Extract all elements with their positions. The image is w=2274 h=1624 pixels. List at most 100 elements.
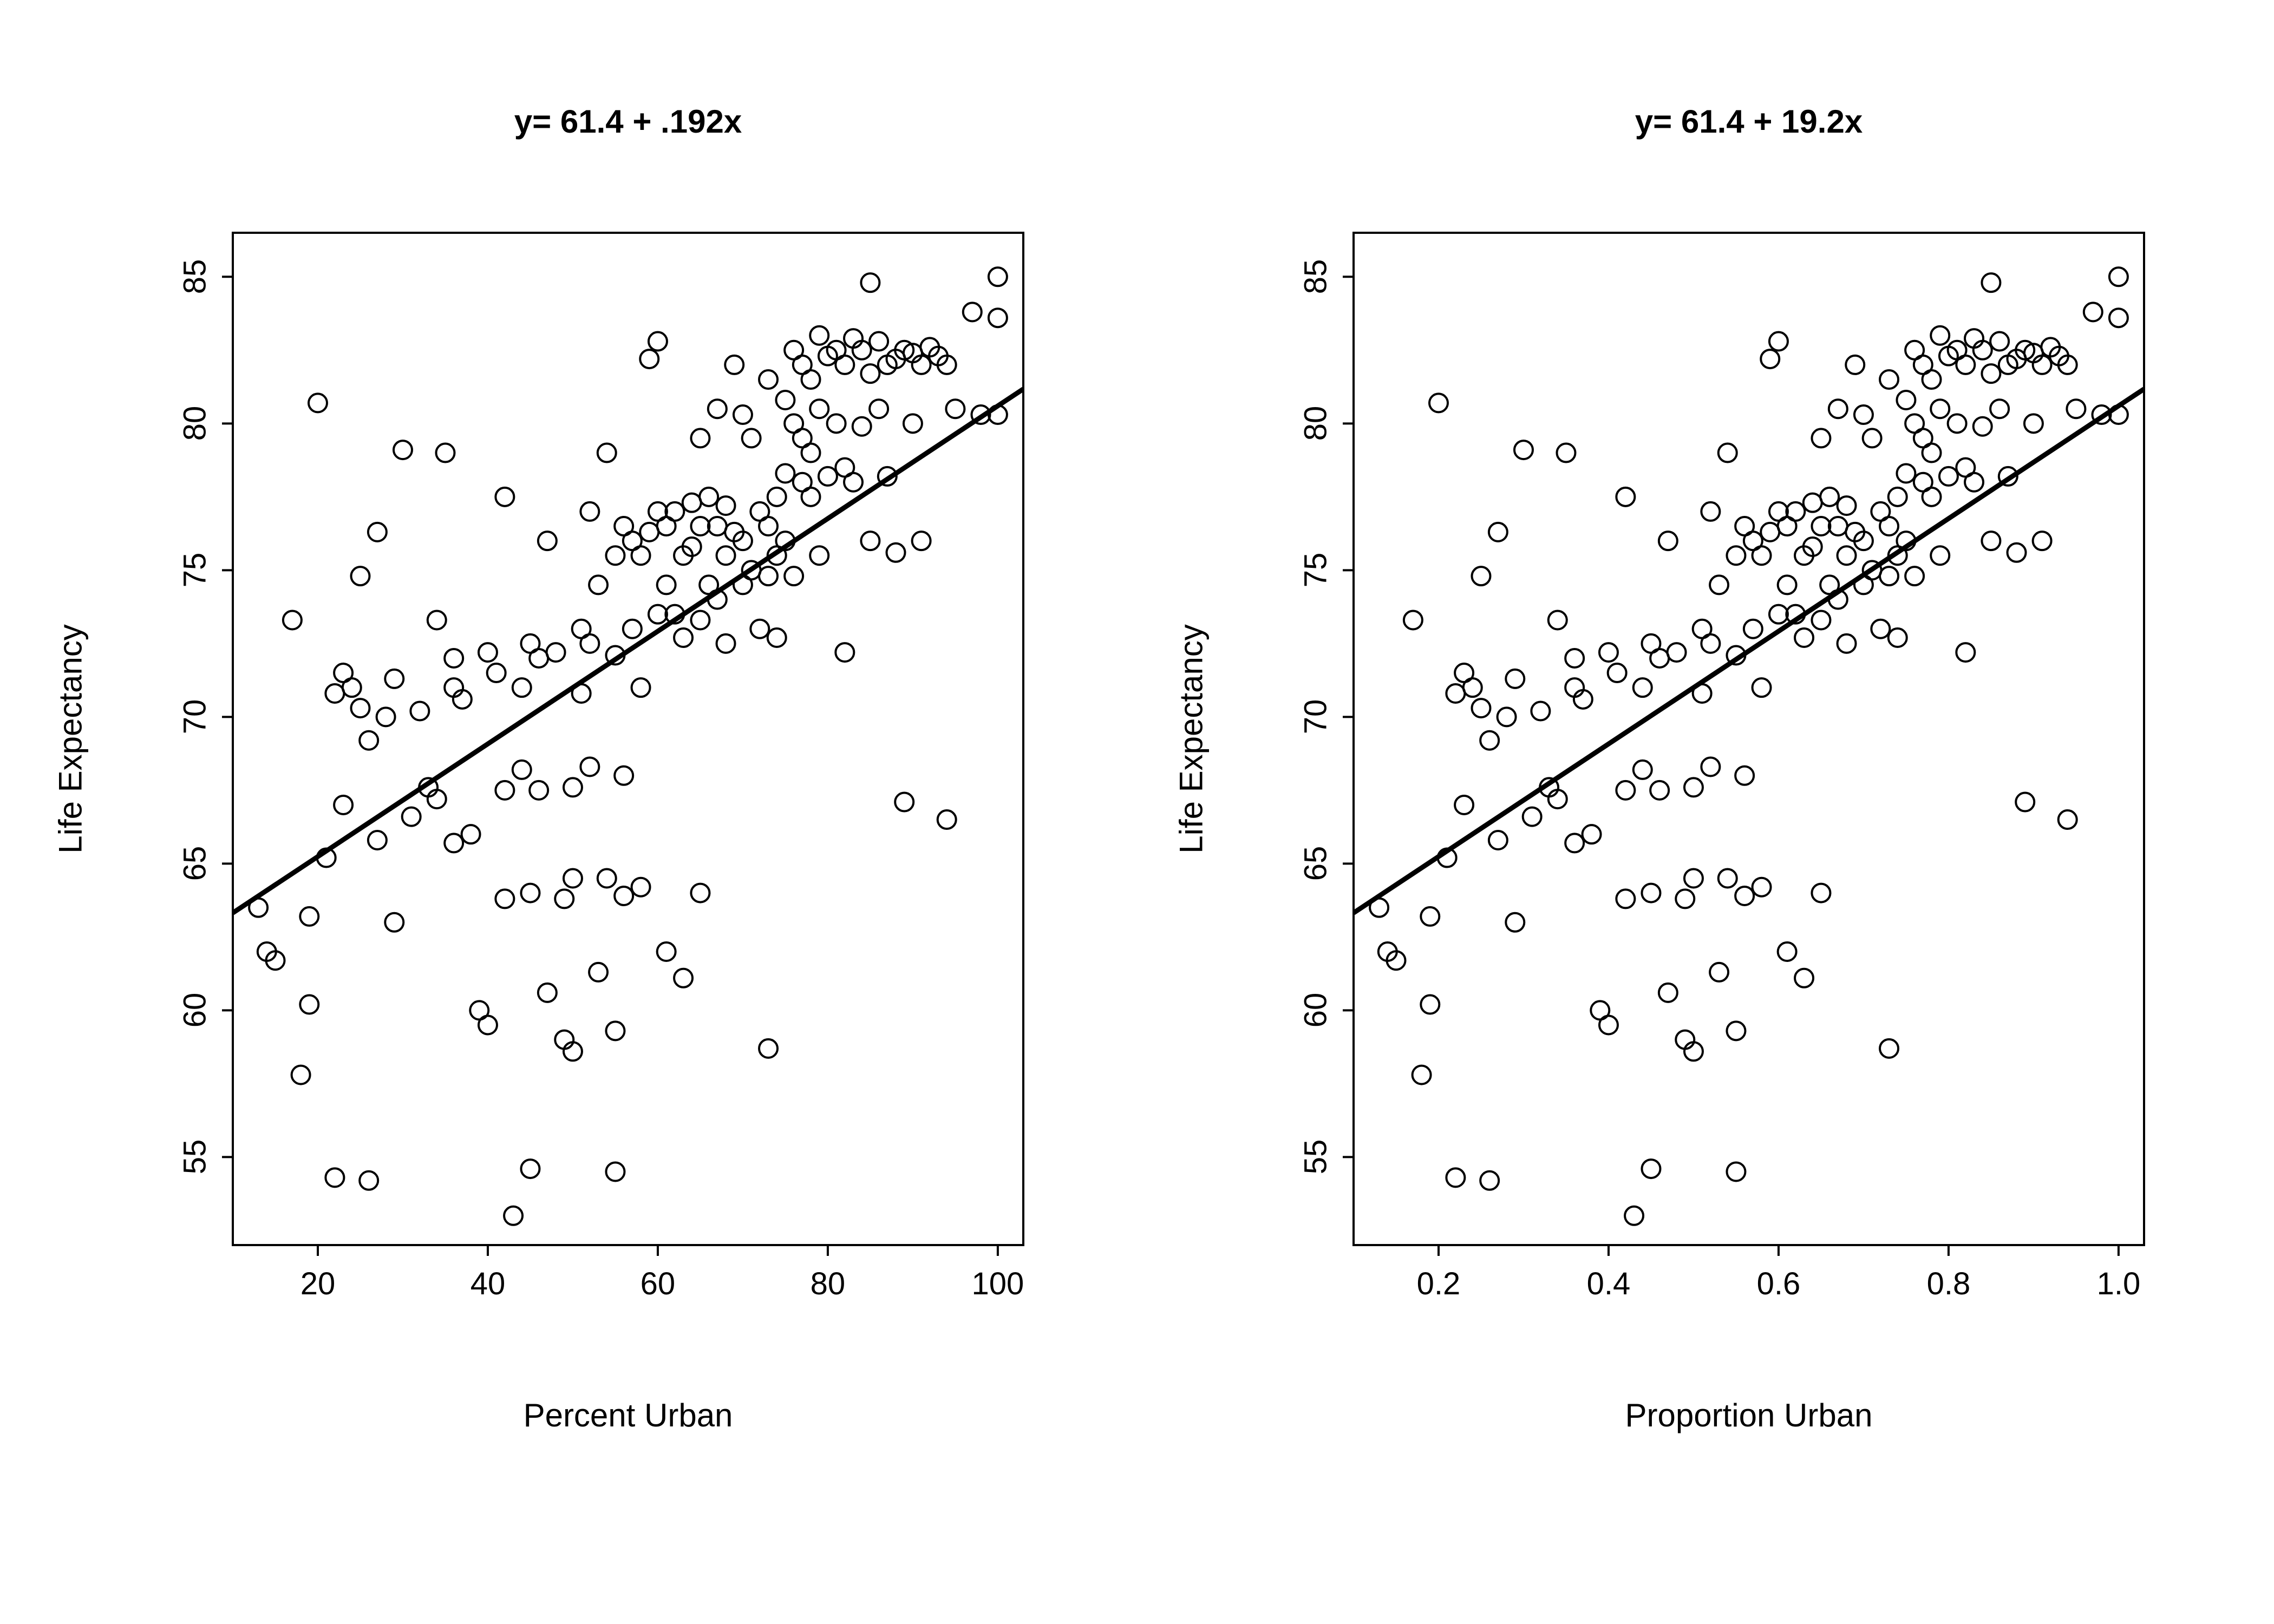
data-point	[1786, 502, 1805, 521]
data-point	[1939, 467, 1958, 486]
y-tick-label: 65	[1298, 846, 1334, 881]
x-tick-label: 0.4	[1587, 1266, 1631, 1302]
data-point	[1956, 356, 1975, 374]
data-point	[1803, 494, 1822, 512]
y-tick-label: 70	[1298, 699, 1334, 735]
data-point	[1761, 523, 1779, 541]
data-point	[1489, 523, 1507, 541]
data-point	[1982, 532, 2000, 550]
data-point	[1676, 889, 1694, 908]
data-point	[1982, 273, 2000, 292]
data-point	[2067, 400, 2085, 418]
data-point	[1735, 887, 1754, 905]
regression-line	[1354, 389, 2144, 913]
data-point	[1727, 1162, 1745, 1181]
data-point	[1923, 488, 1941, 506]
data-point	[1990, 332, 2009, 351]
data-point	[1795, 628, 1813, 647]
plot-border	[1354, 233, 2144, 1245]
data-point	[1948, 414, 1966, 433]
data-point	[1684, 869, 1703, 887]
data-point	[1642, 1160, 1660, 1178]
x-tick-label: 0.8	[1927, 1266, 1971, 1302]
data-point	[1778, 942, 1796, 961]
data-point	[2024, 414, 2043, 433]
data-point	[1718, 444, 1737, 462]
data-point	[1795, 969, 1813, 987]
data-point	[1650, 649, 1669, 667]
data-point	[1735, 767, 1754, 785]
data-point	[1633, 678, 1652, 697]
data-point	[1599, 643, 1618, 662]
data-point	[1931, 400, 1949, 418]
data-point	[1701, 634, 1720, 653]
data-point	[1421, 996, 1439, 1014]
y-tick-label: 60	[1298, 993, 1334, 1028]
data-point	[1565, 649, 1584, 667]
data-point	[1727, 1021, 1745, 1040]
data-point	[2084, 303, 2102, 321]
data-point	[1753, 546, 1771, 565]
data-point	[1650, 781, 1669, 800]
data-point	[1880, 567, 1898, 585]
data-point	[1769, 605, 1788, 624]
data-point	[1625, 1207, 1643, 1225]
data-point	[1812, 611, 1830, 629]
data-point	[2059, 810, 2077, 829]
chart-svg	[0, 0, 2274, 1624]
y-tick-label: 75	[1298, 553, 1334, 588]
data-point	[1489, 831, 1507, 849]
data-point	[1684, 778, 1703, 796]
figure: y= 61.4 + .192xPercent UrbanLife Expecta…	[0, 0, 2274, 1624]
data-point	[1812, 884, 1830, 902]
data-point	[1455, 796, 1473, 814]
data-point	[2033, 532, 2051, 550]
data-point	[1812, 517, 1830, 535]
data-point	[1506, 670, 1524, 688]
data-point	[1557, 444, 1575, 462]
data-point	[1633, 761, 1652, 779]
data-point	[1463, 678, 1482, 697]
data-point	[1753, 878, 1771, 896]
y-tick-label: 55	[1298, 1140, 1334, 1175]
data-point	[1642, 884, 1660, 902]
data-point	[1863, 429, 1881, 447]
data-point	[2016, 793, 2034, 811]
data-point	[1446, 684, 1465, 703]
data-point	[1701, 502, 1720, 521]
data-point	[1761, 350, 1779, 368]
x-tick-label: 0.2	[1417, 1266, 1461, 1302]
data-point	[1744, 620, 1762, 638]
data-point	[1616, 488, 1635, 506]
data-point	[2109, 309, 2128, 327]
data-point	[1421, 907, 1439, 926]
data-point	[1838, 496, 1856, 515]
scatter-panel-right: y= 61.4 + 19.2xProportion UrbanLife Expe…	[0, 0, 2274, 1624]
data-point	[1974, 417, 1992, 436]
y-tick-label: 80	[1298, 406, 1334, 441]
data-point	[1548, 611, 1567, 629]
data-point	[1871, 620, 1890, 638]
data-point	[1753, 678, 1771, 697]
data-point	[1506, 913, 1524, 932]
data-point	[1889, 488, 1907, 506]
data-point	[1472, 699, 1490, 717]
data-point	[1429, 394, 1448, 412]
data-point	[1829, 400, 1847, 418]
data-point	[1897, 464, 1915, 482]
data-point	[1990, 400, 2009, 418]
data-point	[1931, 326, 1949, 345]
data-point	[1956, 643, 1975, 662]
data-point	[1659, 532, 1677, 550]
data-point	[1565, 834, 1584, 852]
x-tick-label: 0.6	[1757, 1266, 1801, 1302]
data-point	[1965, 473, 1983, 492]
data-point	[1659, 984, 1677, 1002]
data-point	[1905, 567, 1924, 585]
data-point	[1838, 546, 1856, 565]
data-point	[1531, 702, 1550, 721]
data-point	[1982, 364, 2000, 383]
data-point	[1616, 781, 1635, 800]
data-point	[1727, 546, 1745, 565]
data-point	[1923, 444, 1941, 462]
